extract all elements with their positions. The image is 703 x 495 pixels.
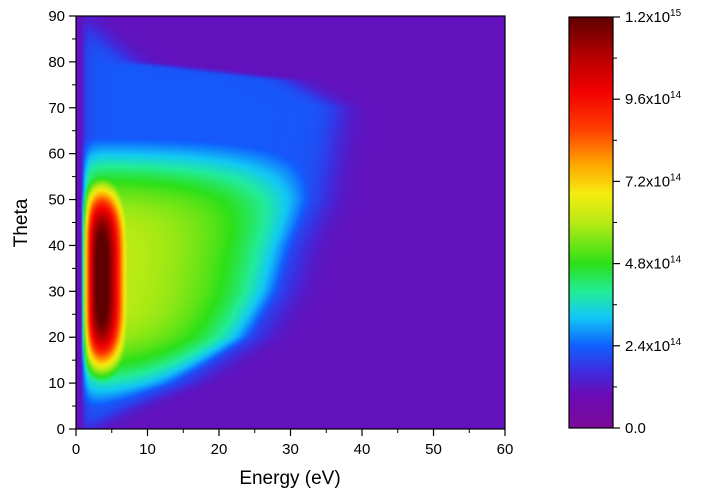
colorbar-scale (568, 16, 614, 429)
colorbar-tick-label: 2.4x1014 (625, 337, 682, 355)
y-tick-label: 90 (48, 8, 65, 25)
y-tick-label: 0 (57, 421, 65, 438)
colorbar-tick-label: 1.2x1015 (625, 8, 682, 26)
y-tick-label: 30 (48, 283, 65, 300)
y-tick-label: 70 (48, 100, 65, 117)
colorbar-ticks: 0.0 2.4x1014 4.8x1014 7.2x1014 9.6x1014 1.2x1… (613, 8, 682, 437)
y-tick-label: 80 (48, 54, 65, 71)
plot-area (75, 15, 506, 430)
x-tick-label: 40 (354, 441, 371, 458)
heatmap-image (76, 16, 505, 429)
x-tick-label: 50 (425, 441, 442, 458)
y-tick-label: 40 (48, 237, 65, 254)
x-tick-label: 20 (211, 441, 228, 458)
x-tick-label: 0 (72, 441, 80, 458)
colorbar-tick-label: 9.6x1014 (625, 90, 682, 108)
y-tick-label: 60 (48, 146, 65, 163)
colorbar-tick-label: 7.2x1014 (625, 172, 682, 190)
colorbar-tick-label: 4.8x1014 (625, 255, 682, 273)
colorbar: 0.0 2.4x1014 4.8x1014 7.2x1014 9.6x1014 1.2x1… (568, 8, 682, 437)
colorbar-tick-label: 0.0 (625, 420, 646, 437)
y-axis-label: Theta (11, 198, 32, 247)
x-axis-label: Energy (eV) (239, 468, 340, 489)
y-axis: 0 10 20 30 40 50 60 70 80 90 (48, 8, 76, 438)
x-tick-label: 10 (139, 441, 156, 458)
x-axis: 0 10 20 30 40 50 60 (72, 429, 514, 458)
x-tick-label: 30 (282, 441, 299, 458)
x-tick-label: 60 (497, 441, 514, 458)
y-tick-label: 20 (48, 329, 65, 346)
y-tick-label: 10 (48, 375, 65, 392)
y-tick-label: 50 (48, 192, 65, 209)
